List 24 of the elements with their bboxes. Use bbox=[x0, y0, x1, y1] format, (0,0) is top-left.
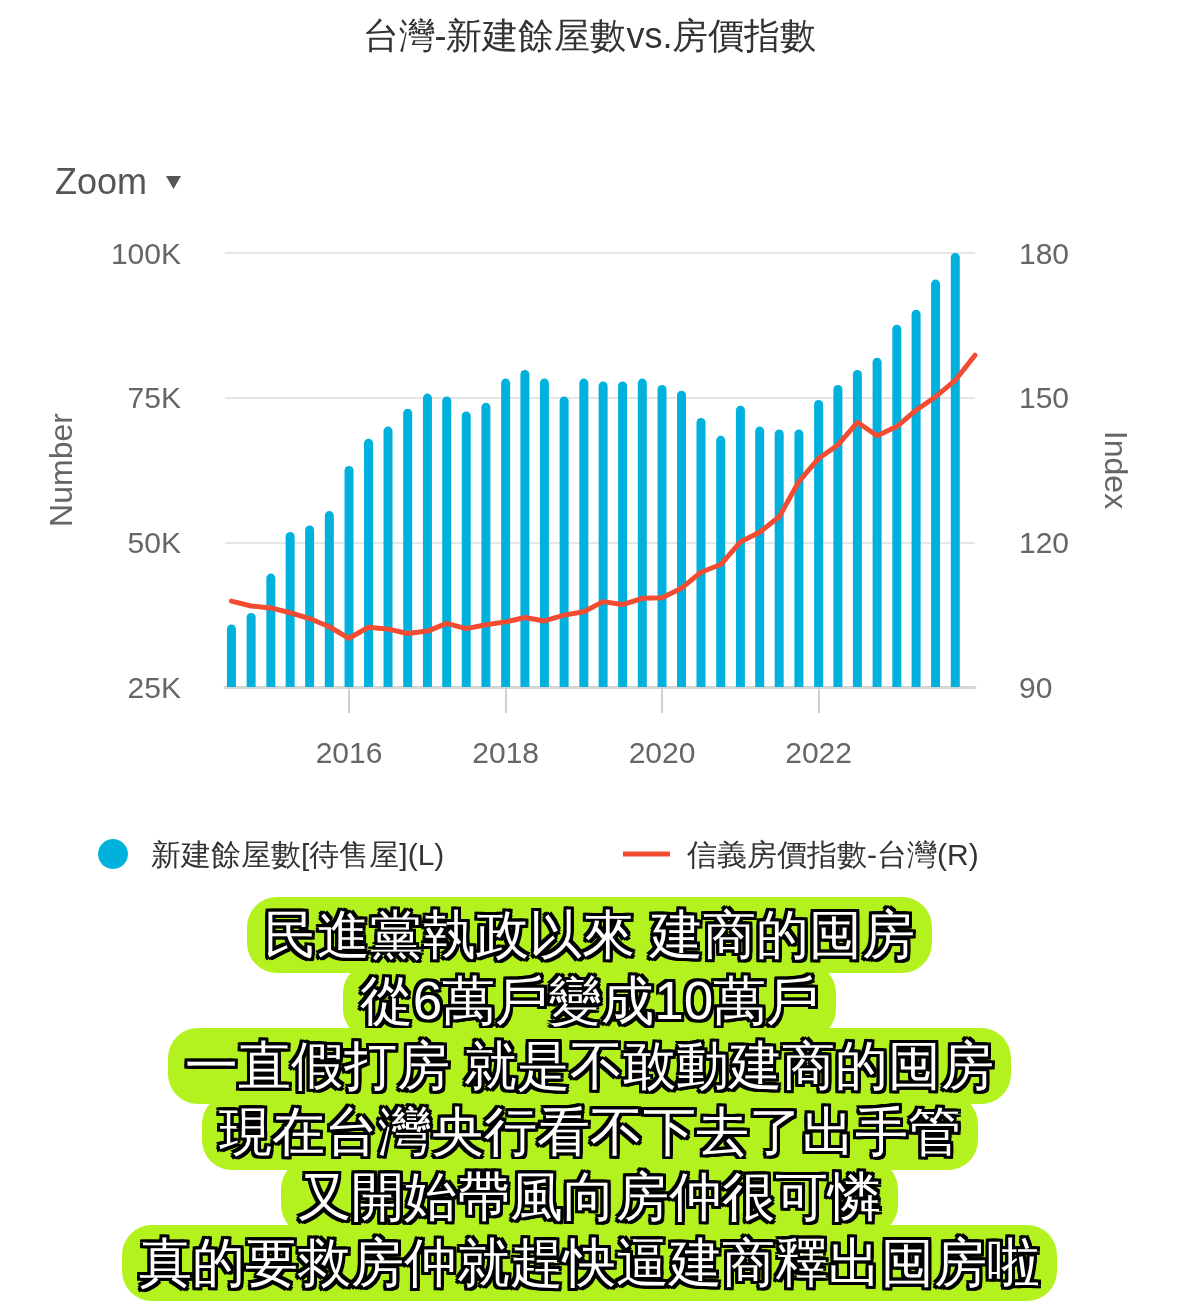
legend-label: 信義房價指數-台灣(R) bbox=[687, 837, 979, 871]
x-tick-label: 2022 bbox=[785, 735, 852, 769]
x-tick-label: 2020 bbox=[628, 735, 696, 769]
x-tick-label: 2018 bbox=[472, 735, 540, 769]
text: 現在台灣央行看不下去了出手管 bbox=[218, 1101, 961, 1161]
text: 真的要救房仲就趕快逼建商釋出囤房啦 bbox=[122, 1224, 1057, 1301]
y-tick-label: 100K bbox=[110, 236, 181, 270]
chart-title: 台灣-新建餘屋數vs.房價指數 bbox=[362, 14, 817, 56]
y-tick-label: 75K bbox=[127, 381, 181, 415]
y2-axis-title: Index bbox=[1098, 430, 1134, 510]
y2-tick-label: 90 bbox=[1019, 670, 1053, 704]
text: 又開始帶風向房仲很可憐 bbox=[298, 1167, 881, 1226]
text: Zoom bbox=[55, 160, 148, 204]
text: 從6萬戶變成10萬戶 bbox=[359, 970, 820, 1030]
x-tick-label: 2016 bbox=[315, 735, 383, 769]
legend-label: 新建餘屋數[待售屋](L) bbox=[151, 837, 445, 871]
text: 一直假打房 就是不敢動建商的囤房 bbox=[184, 1036, 995, 1095]
y-tick-label: 50K bbox=[127, 525, 181, 559]
text: 民進黨執政以來 建商的囤房 bbox=[264, 905, 915, 964]
y-axis-title: Number bbox=[43, 412, 79, 527]
y2-tick-label: 150 bbox=[1019, 381, 1070, 415]
y2-tick-label: 180 bbox=[1019, 236, 1070, 270]
y-tick-label: 25K bbox=[127, 670, 181, 704]
y2-tick-label: 120 bbox=[1019, 525, 1070, 559]
